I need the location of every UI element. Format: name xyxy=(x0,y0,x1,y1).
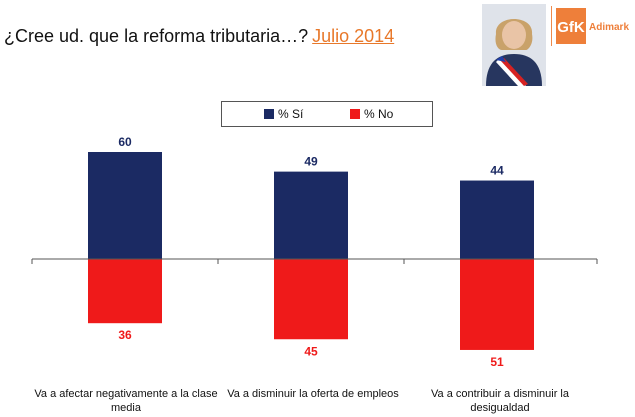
chart-legend: % Sí % No xyxy=(221,101,433,127)
bar-no-1 xyxy=(274,259,348,340)
legend-swatch-si xyxy=(264,109,274,119)
bar-si-0 xyxy=(88,152,162,259)
bar-no-2 xyxy=(460,259,534,350)
legend-label-si: % Sí xyxy=(278,107,304,121)
value-label-si-2: 44 xyxy=(490,164,504,178)
brand-divider xyxy=(551,6,552,46)
category-label-2: Va a contribuir a disminuir la desiguald… xyxy=(431,388,569,414)
value-label-si-1: 49 xyxy=(304,155,318,169)
bar-no-0 xyxy=(88,259,162,324)
value-label-si-0: 60 xyxy=(118,135,132,149)
title-date-link[interactable]: Julio 2014 xyxy=(312,26,395,46)
page-title: ¿Cree ud. que la reforma tributaria…? Jul… xyxy=(4,26,394,47)
bar-si-2 xyxy=(460,180,534,259)
value-label-no-0: 36 xyxy=(118,328,132,342)
legend-swatch-no xyxy=(350,109,360,119)
person-portrait-icon xyxy=(482,4,546,86)
value-label-no-2: 51 xyxy=(490,355,504,369)
value-label-no-1: 45 xyxy=(304,344,318,358)
logo-gfk-text: GfK xyxy=(557,19,585,36)
gfk-adimark-logo: GfK Adimark xyxy=(556,8,629,44)
bar-si-1 xyxy=(274,171,348,259)
title-question: ¿Cree ud. que la reforma tributaria…? xyxy=(4,26,309,46)
legend-label-no: % No xyxy=(364,107,394,121)
category-label-1: Va a disminuir la oferta de empleos xyxy=(227,388,399,400)
category-label-0: Va a afectar negativamente a la clase me… xyxy=(34,388,218,414)
logo-adimark-text: Adimark xyxy=(589,22,629,33)
